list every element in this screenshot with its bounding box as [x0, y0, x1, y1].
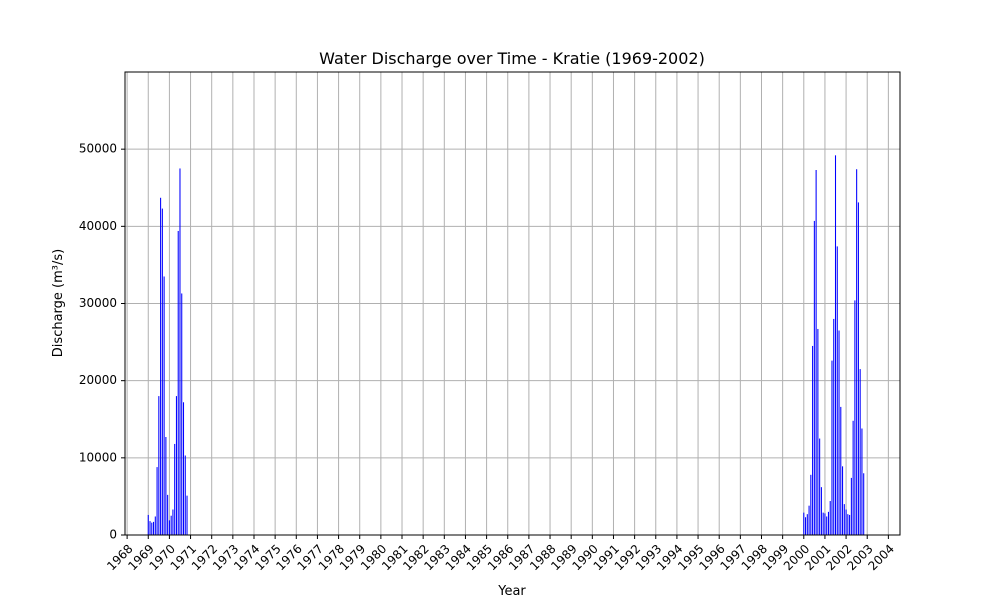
bar: [820, 487, 822, 535]
bar: [179, 168, 181, 536]
y-axis-label: Discharge (m³/s): [51, 249, 66, 357]
grid-lines: [125, 72, 900, 536]
bar: [829, 501, 831, 535]
bar: [160, 197, 162, 535]
bar: [810, 474, 812, 535]
chart-title: Water Discharge over Time - Kratie (1969…: [319, 49, 705, 68]
bar: [831, 360, 833, 535]
bar: [859, 369, 861, 535]
bar: [819, 438, 821, 535]
bar: [840, 406, 842, 535]
bar: [813, 220, 815, 535]
bar: [849, 514, 851, 535]
bar: [149, 521, 151, 535]
y-tick-label: 50000: [79, 142, 117, 156]
bar: [172, 509, 174, 535]
bar: [842, 466, 844, 535]
bar: [163, 276, 165, 535]
bar: [806, 514, 808, 535]
bar: [165, 436, 167, 535]
bar: [852, 420, 854, 535]
bar: [836, 246, 838, 535]
bar: [151, 522, 153, 535]
bar: [177, 230, 179, 536]
bar: [161, 208, 163, 535]
bar: [843, 504, 845, 535]
bar: [857, 202, 859, 535]
bar: [168, 520, 170, 535]
bar: [824, 513, 826, 535]
bar: [856, 169, 858, 536]
bar: [838, 330, 840, 535]
bar: [826, 516, 828, 535]
bar: [822, 512, 824, 535]
bar: [175, 396, 177, 535]
y-tick-label: 40000: [79, 219, 117, 233]
bar: [850, 477, 852, 535]
bar: [834, 155, 837, 535]
y-tick-label: 0: [109, 528, 117, 542]
bar: [156, 467, 158, 535]
x-axis-label: Year: [497, 584, 526, 599]
bars: [147, 155, 865, 536]
y-axis-ticks: 0 10000 20000 30000 40000 50000: [79, 142, 125, 542]
y-tick-label: 30000: [79, 296, 117, 310]
bar: [182, 402, 185, 535]
y-tick-label: 20000: [79, 373, 117, 387]
y-tick-label: 10000: [79, 450, 117, 464]
bar: [812, 345, 814, 535]
bar: [174, 443, 176, 535]
bar: [167, 494, 169, 535]
bar: [833, 318, 835, 535]
bar: [153, 521, 155, 535]
x-axis-ticks: 1968196919701971197219731974197519761977…: [104, 535, 897, 573]
bar: [845, 509, 847, 535]
bar: [854, 300, 856, 535]
bar: [827, 511, 829, 535]
bar: [815, 170, 817, 536]
bar: [861, 428, 863, 535]
bar: [803, 512, 805, 535]
bar: [186, 495, 188, 535]
bar: [808, 505, 810, 535]
bar: [158, 396, 160, 535]
bar: [154, 516, 156, 535]
bar: [170, 515, 172, 535]
bar: [184, 455, 186, 535]
bar: [817, 328, 819, 535]
bar: [863, 473, 865, 535]
bar: [847, 514, 849, 535]
bar: [181, 293, 183, 535]
bar: [147, 514, 149, 535]
bar: [805, 517, 807, 535]
